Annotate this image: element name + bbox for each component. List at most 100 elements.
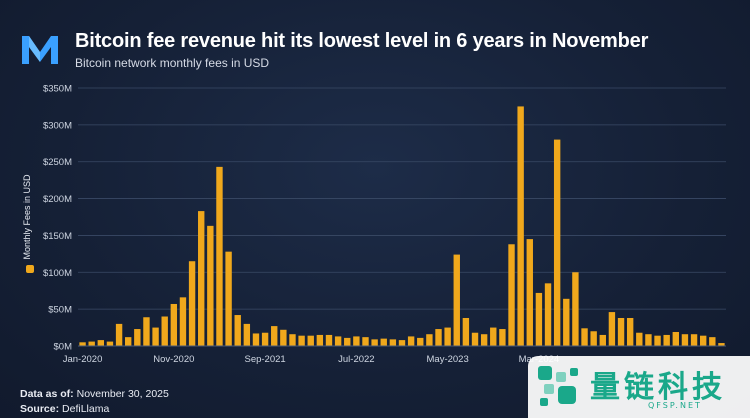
x-tick-label: Sep-2021 xyxy=(244,354,285,365)
y-tick-label: $250M xyxy=(43,157,72,168)
bar xyxy=(654,335,661,346)
chart-title: Bitcoin fee revenue hit its lowest level… xyxy=(75,30,649,52)
bar xyxy=(252,333,260,346)
bar xyxy=(344,337,351,346)
bar xyxy=(572,272,579,346)
bar xyxy=(170,303,178,346)
bar xyxy=(508,244,515,346)
x-tick-label: May-2023 xyxy=(427,354,469,365)
bar xyxy=(106,341,114,346)
y-tick-label: $150M xyxy=(43,231,72,242)
bar xyxy=(389,339,397,346)
bar xyxy=(225,251,232,346)
bar xyxy=(553,139,561,346)
bar xyxy=(79,342,86,346)
watermark-logo-icon xyxy=(538,366,578,406)
bar xyxy=(681,334,689,346)
bar xyxy=(261,332,269,346)
bar xyxy=(544,283,552,346)
bar xyxy=(453,254,460,346)
bar xyxy=(672,331,679,346)
bar xyxy=(617,317,625,346)
x-tick-label: Jan-2020 xyxy=(63,354,103,365)
bar xyxy=(216,166,223,346)
bar xyxy=(645,334,652,346)
bar xyxy=(353,336,360,346)
bar xyxy=(398,340,406,346)
watermark-subtext: QFSP.NET xyxy=(648,401,702,410)
y-tick-label: $0M xyxy=(54,342,73,353)
data-source-value: DefiLlama xyxy=(62,403,110,415)
bar xyxy=(198,211,205,346)
bar xyxy=(125,337,132,346)
bar xyxy=(417,337,424,346)
bar xyxy=(115,323,123,346)
bar xyxy=(690,334,698,346)
bar xyxy=(143,317,150,346)
bar xyxy=(207,225,214,346)
bar xyxy=(480,334,488,346)
bar xyxy=(490,327,497,346)
bar xyxy=(362,337,369,346)
bar xyxy=(599,334,606,346)
y-tick-label: $350M xyxy=(43,84,72,95)
y-tick-label: $100M xyxy=(43,268,72,279)
bar xyxy=(608,312,616,346)
bar xyxy=(280,329,287,346)
y-axis-label: Monthly Fees in USD xyxy=(22,174,32,260)
bar xyxy=(699,335,707,346)
chart-subtitle: Bitcoin network monthly fees in USD xyxy=(75,56,270,70)
bar xyxy=(371,339,378,346)
bar xyxy=(435,329,442,346)
bar xyxy=(636,332,643,346)
brand-logo-icon xyxy=(22,36,58,64)
bar xyxy=(471,332,479,346)
data-as-of-value: November 30, 2025 xyxy=(76,388,169,400)
bar xyxy=(298,335,305,346)
bar xyxy=(407,336,415,346)
bar xyxy=(444,327,451,346)
watermark-overlay: 量链科技 QFSP.NET xyxy=(528,356,750,418)
bar xyxy=(462,317,470,346)
bar xyxy=(517,106,524,347)
bar xyxy=(289,334,296,346)
bar xyxy=(526,239,533,346)
bar xyxy=(179,297,187,346)
x-tick-label: Nov-2020 xyxy=(153,354,194,365)
x-tick-label: Jul-2022 xyxy=(338,354,374,365)
bar xyxy=(271,326,278,346)
bar xyxy=(325,334,333,346)
bar xyxy=(426,334,433,346)
bar xyxy=(134,329,141,346)
bar xyxy=(499,329,506,346)
bar xyxy=(234,315,241,346)
bar xyxy=(718,343,725,346)
y-tick-label: $200M xyxy=(43,194,72,205)
bar xyxy=(626,317,634,346)
bar xyxy=(307,335,314,346)
data-as-of-label: Data as of: xyxy=(20,388,74,400)
bar xyxy=(535,292,543,346)
bar xyxy=(316,334,324,346)
bar xyxy=(663,334,670,346)
bar xyxy=(563,298,570,346)
bar xyxy=(709,337,716,346)
data-as-of: Data as of: November 30, 2025 xyxy=(20,388,169,400)
watermark-text: 量链科技 xyxy=(590,370,726,405)
bar xyxy=(380,338,387,346)
bar xyxy=(97,340,105,346)
bar xyxy=(590,331,597,346)
data-source: Source: DefiLlama xyxy=(20,403,109,415)
bar xyxy=(152,327,159,346)
y-tick-label: $300M xyxy=(43,120,72,131)
bar xyxy=(334,336,342,346)
bar xyxy=(88,341,95,346)
bar xyxy=(243,323,251,346)
bar xyxy=(161,316,168,346)
bar xyxy=(581,328,588,346)
data-source-label: Source: xyxy=(20,403,60,415)
y-tick-label: $50M xyxy=(48,305,72,316)
legend-swatch xyxy=(26,265,34,273)
bar xyxy=(188,261,196,346)
